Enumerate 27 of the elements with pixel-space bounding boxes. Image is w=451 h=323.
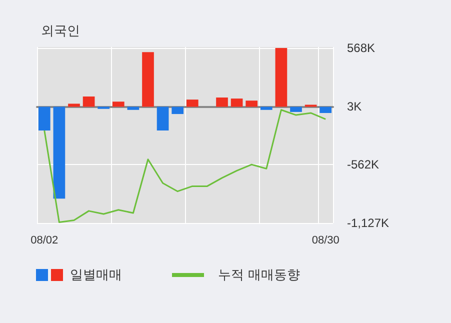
bar — [38, 106, 50, 131]
y-tick-label: 568K — [347, 41, 376, 56]
bar — [230, 98, 243, 107]
x-tick-label: 08/30 — [312, 234, 340, 246]
legend-label: 일별매매 — [70, 267, 122, 284]
bar — [53, 106, 66, 199]
bar — [68, 104, 80, 107]
bar — [127, 106, 140, 110]
bar — [112, 102, 124, 107]
bar — [260, 106, 272, 110]
bar — [275, 48, 288, 107]
y-tick-label: -562K — [347, 158, 380, 172]
bar — [82, 96, 95, 107]
y-tick-label: 3K — [347, 99, 362, 114]
legend-label: 누적 매매동향 — [218, 267, 300, 284]
chart-title: 외국인 — [41, 24, 80, 39]
x-tick-label: 08/02 — [30, 234, 58, 246]
bar — [246, 100, 258, 107]
bar — [216, 98, 228, 107]
bar — [186, 100, 198, 107]
bar — [156, 106, 169, 131]
bar — [142, 52, 154, 107]
line-series — [44, 109, 326, 224]
bar — [172, 106, 184, 114]
bar — [320, 106, 332, 113]
y-tick-label: -1,127K — [347, 216, 390, 230]
bar — [290, 106, 302, 112]
